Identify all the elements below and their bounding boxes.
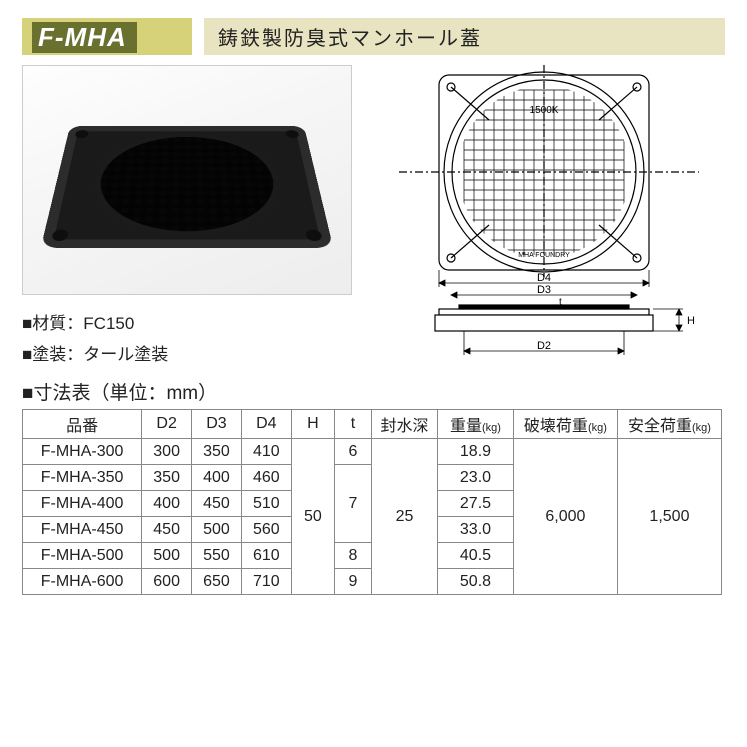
dim-d2: D2 [536, 340, 550, 352]
dim-d3: D3 [536, 284, 550, 296]
cell-d4: 460 [241, 465, 291, 491]
cell-weight: 40.5 [438, 543, 514, 569]
cell-t: 6 [335, 439, 372, 465]
cell-t: 9 [335, 569, 372, 595]
table-row: F-MHA-3003003504105062518.96,0001,500 [23, 439, 722, 465]
material-label: ■材質： [22, 314, 83, 333]
cell-weight: 33.0 [438, 517, 514, 543]
dim-d4: D4 [536, 272, 550, 284]
cell-weight: 23.0 [438, 465, 514, 491]
cell-weight: 27.5 [438, 491, 514, 517]
product-code-block: F-MHA [22, 18, 192, 55]
cell-d3: 400 [192, 465, 242, 491]
dim-h: H [687, 315, 695, 327]
cell-item: F-MHA-450 [23, 517, 142, 543]
drawing-load-marking: 1500K [529, 105, 558, 116]
coating-value: タール塗装 [83, 345, 168, 364]
cell-d2: 450 [142, 517, 192, 543]
dim-t: t [559, 297, 562, 308]
cell-item: F-MHA-500 [23, 543, 142, 569]
technical-drawing: 1500K MHA FOUNDRY D4 D3 t [379, 65, 719, 365]
cell-d2: 400 [142, 491, 192, 517]
cell-d4: 710 [241, 569, 291, 595]
cell-d4: 610 [241, 543, 291, 569]
product-code: F-MHA [32, 22, 137, 53]
cell-t: 7 [335, 465, 372, 543]
col-weight: 重量(kg) [438, 410, 514, 439]
cell-d2: 350 [142, 465, 192, 491]
col-safe-load: 安全荷重(kg) [617, 410, 721, 439]
cell-d3: 450 [192, 491, 242, 517]
table-header-row: 品番 D2 D3 D4 H t 封水深 重量(kg) 破壊荷重(kg) 安全荷重… [23, 410, 722, 439]
cell-item: F-MHA-600 [23, 569, 142, 595]
col-item: 品番 [23, 410, 142, 439]
col-break-load: 破壊荷重(kg) [513, 410, 617, 439]
right-column: 1500K MHA FOUNDRY D4 D3 t [372, 65, 725, 370]
col-seal-depth: 封水深 [371, 410, 437, 439]
product-photo [22, 65, 352, 295]
col-d3: D3 [192, 410, 242, 439]
col-h: H [291, 410, 334, 439]
cell-d3: 500 [192, 517, 242, 543]
cell-item: F-MHA-300 [23, 439, 142, 465]
header-row: F-MHA 鋳鉄製防臭式マンホール蓋 [22, 18, 725, 55]
col-d4: D4 [241, 410, 291, 439]
cell-break: 6,000 [513, 439, 617, 595]
product-title: 鋳鉄製防臭式マンホール蓋 [204, 18, 725, 55]
cell-seal: 25 [371, 439, 437, 595]
cell-d2: 600 [142, 569, 192, 595]
left-column: ■材質：FC150 ■塗装：タール塗装 [22, 65, 352, 370]
cell-t: 8 [335, 543, 372, 569]
cell-weight: 18.9 [438, 439, 514, 465]
cell-item: F-MHA-400 [23, 491, 142, 517]
cell-d4: 510 [241, 491, 291, 517]
cell-d3: 550 [192, 543, 242, 569]
cell-d3: 350 [192, 439, 242, 465]
col-t: t [335, 410, 372, 439]
upper-section: ■材質：FC150 ■塗装：タール塗装 [22, 65, 725, 370]
material-value: FC150 [83, 314, 134, 333]
spec-coating: ■塗装：タール塗装 [22, 340, 352, 371]
cell-d4: 410 [241, 439, 291, 465]
coating-label: ■塗装： [22, 345, 83, 364]
drawing-foundry-marking: MHA FOUNDRY [518, 252, 570, 259]
cell-h: 50 [291, 439, 334, 595]
table-title: ■寸法表（単位：mm） [22, 378, 725, 405]
dimension-table: 品番 D2 D3 D4 H t 封水深 重量(kg) 破壊荷重(kg) 安全荷重… [22, 409, 722, 595]
cell-item: F-MHA-350 [23, 465, 142, 491]
spec-list: ■材質：FC150 ■塗装：タール塗装 [22, 309, 352, 370]
cell-d2: 300 [142, 439, 192, 465]
cell-safe: 1,500 [617, 439, 721, 595]
cell-d4: 560 [241, 517, 291, 543]
spec-material: ■材質：FC150 [22, 309, 352, 340]
cell-d3: 650 [192, 569, 242, 595]
cell-d2: 500 [142, 543, 192, 569]
cell-weight: 50.8 [438, 569, 514, 595]
col-d2: D2 [142, 410, 192, 439]
